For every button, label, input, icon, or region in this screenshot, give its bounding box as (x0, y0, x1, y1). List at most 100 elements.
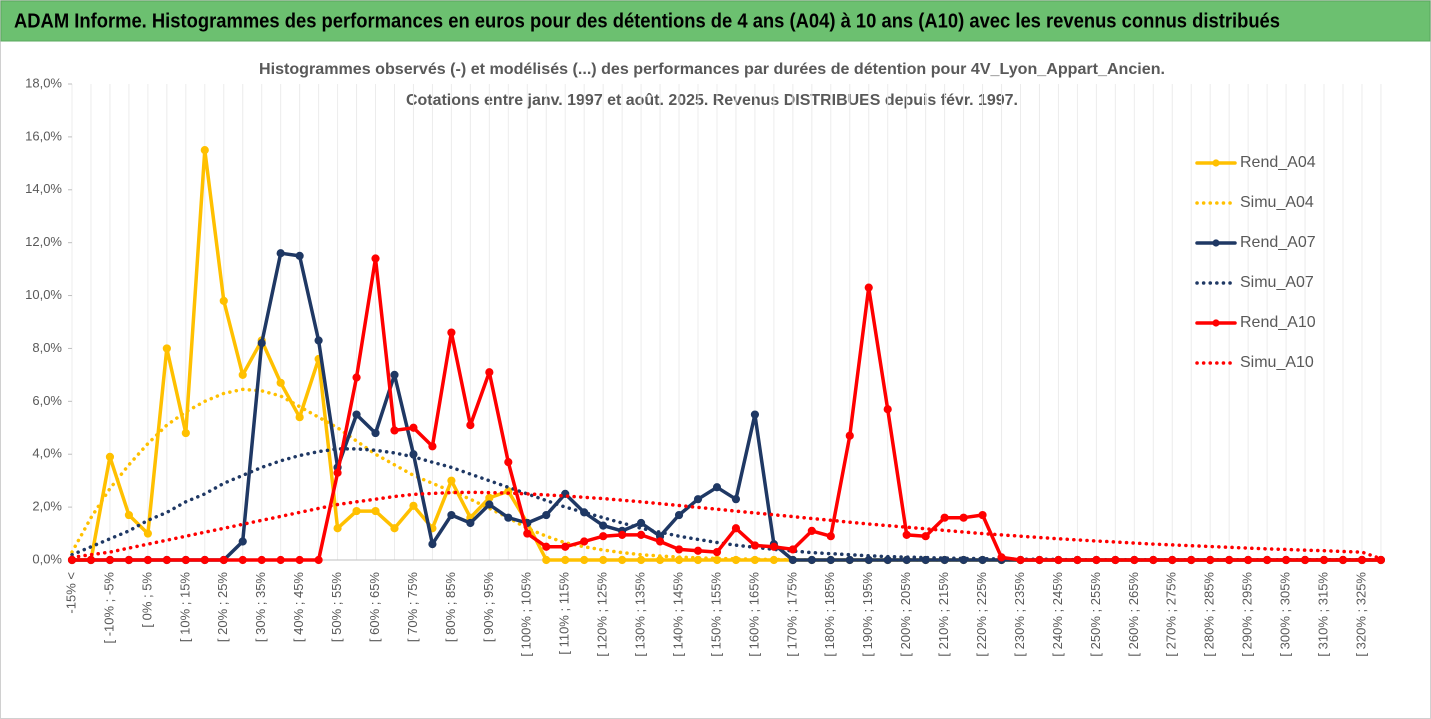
series-marker (693, 546, 703, 555)
x-tick-label: [ 260% ; 265% (1126, 572, 1141, 657)
chart-subtitle: Cotations entre janv. 1997 et août. 2025… (406, 92, 1018, 109)
series-marker (1225, 555, 1234, 565)
series-marker (295, 413, 304, 422)
legend-marker (1212, 319, 1220, 327)
series-marker (428, 540, 437, 549)
series-marker (580, 555, 589, 565)
x-tick-label: [ 80% ; 85% (443, 572, 458, 643)
series-marker (295, 555, 304, 565)
x-tick-label: [ 270% ; 275% (1164, 572, 1179, 657)
series-marker (238, 537, 247, 546)
x-tick-label: [ 310% ; 315% (1315, 572, 1330, 657)
series-marker (257, 555, 266, 565)
series-marker (1073, 555, 1082, 565)
series-marker (504, 513, 513, 522)
x-tick-label: -15% < (63, 572, 78, 614)
series-marker (997, 553, 1006, 562)
legend-label: Simu_A04 (1240, 194, 1314, 211)
series-marker (959, 513, 968, 522)
series-marker (1016, 555, 1025, 565)
series-marker (447, 510, 456, 520)
series-marker (542, 542, 551, 551)
series-marker (504, 458, 513, 467)
series-marker (314, 336, 323, 345)
series-marker (769, 542, 778, 551)
series-marker (143, 555, 152, 565)
series-marker (940, 513, 949, 522)
x-tick-label: [ 10% ; 15% (177, 572, 192, 643)
series-marker (580, 537, 589, 546)
series-marker (864, 283, 873, 292)
legend-label: Simu_A07 (1240, 274, 1314, 291)
x-tick-label: [ 150% ; 155% (708, 572, 723, 657)
x-tick-label: [ 290% ; 295% (1240, 572, 1255, 657)
series-marker (276, 378, 285, 387)
series-marker (352, 506, 361, 516)
series-marker (712, 547, 722, 557)
x-tick-label: [ 50% ; 55% (329, 572, 344, 643)
series-marker (807, 526, 816, 536)
y-tick-label: 10,0% (25, 287, 62, 302)
series-marker (788, 555, 797, 565)
series-marker (1319, 555, 1329, 565)
legend-label: Rend_A07 (1240, 234, 1316, 251)
series-marker (1206, 555, 1215, 565)
header-title: ADAM Informe. Histogrammes des performan… (14, 10, 1280, 32)
series-marker (390, 524, 399, 533)
series-marker (181, 555, 190, 565)
series-marker (105, 452, 115, 461)
series-marker (143, 529, 152, 538)
legend-label: Rend_A04 (1240, 154, 1316, 171)
series-marker (542, 555, 551, 565)
series-marker (978, 510, 987, 520)
series-marker (1054, 555, 1063, 565)
series-marker (200, 555, 209, 565)
series-marker (219, 296, 228, 305)
series-marker (466, 518, 475, 528)
series-marker (693, 495, 703, 504)
x-tick-label: [ 30% ; 35% (253, 572, 268, 643)
series-marker (826, 532, 835, 541)
series-marker (390, 370, 399, 379)
series-marker (333, 524, 342, 533)
x-tick-label: [ 90% ; 95% (481, 572, 496, 643)
series-marker (750, 410, 760, 419)
series-marker (1168, 555, 1177, 565)
x-tick-label: [ 0% ; 5% (139, 572, 154, 628)
y-tick-label: 16,0% (25, 128, 62, 143)
series-marker (371, 254, 380, 263)
series-marker (599, 555, 608, 565)
series-marker (257, 339, 266, 348)
series-marker (295, 251, 304, 260)
series-marker (105, 555, 115, 565)
x-tick-label: [ 230% ; 235% (1012, 572, 1027, 657)
series-marker (1376, 555, 1386, 565)
series-marker (807, 555, 816, 565)
y-tick-label: 18,0% (25, 75, 62, 90)
series-marker (1338, 555, 1348, 565)
series-marker (637, 518, 646, 528)
series-marker (276, 249, 285, 258)
x-tick-label: [ -10% ; -5% (101, 572, 116, 644)
series-marker (428, 442, 437, 451)
series-marker (409, 501, 418, 510)
x-tick-label: [ 280% ; 285% (1202, 572, 1217, 657)
x-tick-label: [ 20% ; 25% (215, 572, 230, 643)
series-marker (352, 410, 361, 419)
series-marker (731, 524, 741, 533)
series-marker (864, 555, 873, 565)
chart-subtitle: Histogrammes observés (-) et modélisés (… (259, 61, 1165, 78)
series-marker (181, 428, 190, 438)
series-marker (409, 423, 418, 432)
series-marker (618, 555, 627, 565)
x-tick-label: [ 250% ; 255% (1088, 572, 1103, 657)
series-marker (845, 555, 854, 565)
series-marker (371, 428, 380, 438)
x-tick-label: [ 300% ; 305% (1278, 572, 1293, 657)
series-marker (712, 483, 722, 492)
series-marker (124, 555, 134, 565)
series-marker (1035, 555, 1044, 565)
series-marker (466, 421, 475, 430)
series-marker (1130, 555, 1139, 565)
